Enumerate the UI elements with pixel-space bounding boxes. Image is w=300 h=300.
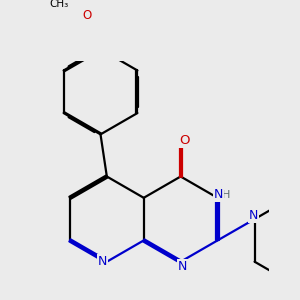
- Text: CH₃: CH₃: [49, 0, 68, 9]
- Text: O: O: [82, 9, 92, 22]
- Text: O: O: [179, 134, 190, 147]
- Text: N: N: [98, 255, 107, 268]
- Text: N: N: [214, 188, 224, 201]
- Text: H: H: [222, 190, 230, 200]
- Text: N: N: [178, 260, 187, 273]
- Text: N: N: [249, 209, 258, 222]
